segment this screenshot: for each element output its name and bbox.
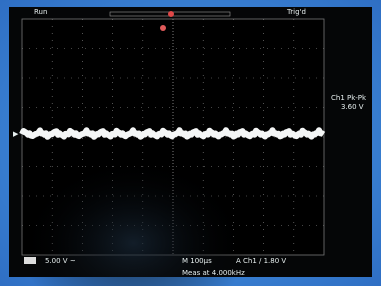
timebase: M 100µs <box>182 257 212 265</box>
channel-badge <box>24 257 36 264</box>
channel-scale: 5.00 V ~ <box>45 257 76 265</box>
trigger-state: Trig'd <box>286 8 306 16</box>
footer-note: Meas at 4.000kHz <box>182 269 245 277</box>
oscilloscope-photo: ▶ Run Trig'd Ch1 Pk-Pk 3.60 V 5.00 V ~ M… <box>0 0 381 286</box>
glare <box>0 0 381 286</box>
run-status: Run <box>34 8 47 16</box>
trigger-setting: A Ch1 / 1.80 V <box>236 257 286 265</box>
measurement-label: Ch1 Pk-Pk <box>331 94 367 102</box>
measurement-value: 3.60 V <box>341 103 364 111</box>
